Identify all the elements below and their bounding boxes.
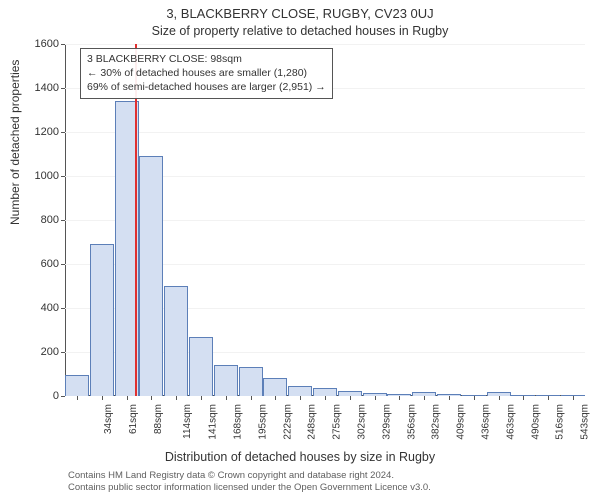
- xtick-mark: [399, 396, 400, 400]
- xtick-label: 34sqm: [103, 404, 114, 434]
- xtick-label: 302sqm: [357, 404, 368, 440]
- xtick-label: 114sqm: [182, 404, 193, 439]
- xtick-mark: [300, 396, 301, 400]
- xtick-mark: [375, 396, 376, 400]
- ytick-mark: [61, 176, 65, 177]
- xtick-mark: [350, 396, 351, 400]
- ytick-mark: [61, 396, 65, 397]
- x-axis-label: Distribution of detached houses by size …: [0, 450, 600, 464]
- footer-line2: Contains public sector information licen…: [68, 482, 431, 494]
- annotation-line2: ← 30% of detached houses are smaller (1,…: [87, 66, 326, 80]
- xtick-label: 222sqm: [283, 404, 294, 440]
- gridline: [65, 132, 585, 133]
- annotation-line3: 69% of semi-detached houses are larger (…: [87, 80, 326, 94]
- footer-line1: Contains HM Land Registry data © Crown c…: [68, 470, 431, 482]
- ytick-label: 600: [41, 258, 59, 270]
- xtick-mark: [127, 396, 128, 400]
- xtick-mark: [151, 396, 152, 400]
- xtick-mark: [102, 396, 103, 400]
- bar: [239, 367, 263, 396]
- xtick-mark: [573, 396, 574, 400]
- xtick-label: 490sqm: [531, 404, 542, 440]
- ytick-label: 1400: [35, 82, 59, 94]
- ytick-label: 1600: [35, 38, 59, 50]
- xtick-label: 141sqm: [208, 404, 219, 440]
- bar: [288, 386, 312, 396]
- ytick-mark: [61, 132, 65, 133]
- xtick-mark: [275, 396, 276, 400]
- xtick-label: 88sqm: [153, 404, 164, 434]
- xtick-label: 409sqm: [456, 404, 467, 440]
- ytick-label: 0: [53, 390, 59, 402]
- ytick-mark: [61, 264, 65, 265]
- xtick-mark: [449, 396, 450, 400]
- xtick-label: 248sqm: [307, 404, 318, 440]
- xtick-label: 463sqm: [506, 404, 517, 440]
- xtick-mark: [226, 396, 227, 400]
- ytick-label: 200: [41, 346, 59, 358]
- xtick-label: 168sqm: [233, 404, 244, 440]
- y-axis-label: Number of detached properties: [8, 60, 22, 225]
- xtick-label: 516sqm: [555, 404, 566, 440]
- annotation-line1: 3 BLACKBERRY CLOSE: 98sqm: [87, 52, 326, 66]
- xtick-mark: [499, 396, 500, 400]
- chart-title-line2: Size of property relative to detached ho…: [0, 24, 600, 38]
- xtick-mark: [201, 396, 202, 400]
- xtick-label: 329sqm: [382, 404, 393, 440]
- ytick-mark: [61, 352, 65, 353]
- bar: [164, 286, 188, 396]
- ytick-label: 400: [41, 302, 59, 314]
- gridline: [65, 44, 585, 45]
- ytick-mark: [61, 88, 65, 89]
- footer-text: Contains HM Land Registry data © Crown c…: [68, 470, 431, 494]
- bar: [214, 365, 238, 396]
- chart-container: 3, BLACKBERRY CLOSE, RUGBY, CV23 0UJ Siz…: [0, 0, 600, 500]
- bar: [313, 388, 337, 396]
- xtick-mark: [474, 396, 475, 400]
- xtick-label: 382sqm: [431, 404, 442, 440]
- xtick-mark: [424, 396, 425, 400]
- xtick-mark: [523, 396, 524, 400]
- ytick-mark: [61, 308, 65, 309]
- xtick-label: 275sqm: [332, 404, 343, 440]
- ytick-label: 1000: [35, 170, 59, 182]
- bar: [90, 244, 114, 396]
- annotation-box: 3 BLACKBERRY CLOSE: 98sqm ← 30% of detac…: [80, 48, 333, 99]
- ytick-mark: [61, 220, 65, 221]
- bar: [263, 378, 287, 396]
- ytick-label: 800: [41, 214, 59, 226]
- chart-title-line1: 3, BLACKBERRY CLOSE, RUGBY, CV23 0UJ: [0, 6, 600, 21]
- xtick-label: 195sqm: [258, 404, 269, 440]
- xtick-mark: [325, 396, 326, 400]
- ytick-label: 1200: [35, 126, 59, 138]
- xtick-label: 543sqm: [580, 404, 591, 440]
- xtick-mark: [77, 396, 78, 400]
- bar: [139, 156, 163, 396]
- bar: [65, 375, 89, 396]
- xtick-label: 61sqm: [128, 404, 139, 434]
- xtick-label: 356sqm: [407, 404, 418, 440]
- xtick-mark: [548, 396, 549, 400]
- xtick-mark: [176, 396, 177, 400]
- xtick-mark: [251, 396, 252, 400]
- bar: [189, 337, 213, 396]
- ytick-mark: [61, 44, 65, 45]
- xtick-label: 436sqm: [481, 404, 492, 440]
